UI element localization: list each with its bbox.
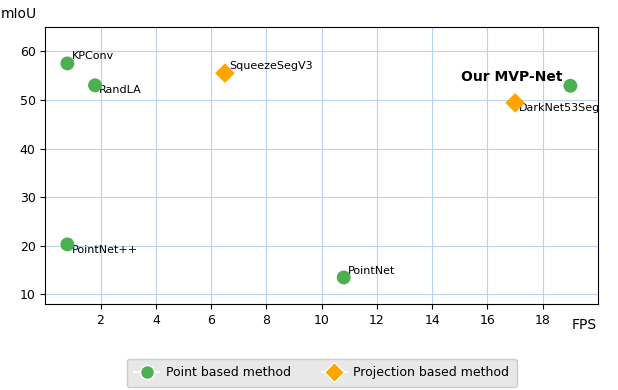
Text: PointNet++: PointNet++ [72, 245, 138, 255]
Text: PointNet: PointNet [348, 266, 396, 275]
Text: SqueezeSegV3: SqueezeSegV3 [229, 61, 313, 71]
Text: KPConv: KPConv [72, 51, 114, 61]
Text: Our MVP-Net: Our MVP-Net [460, 70, 562, 84]
Point [565, 83, 575, 89]
Point [62, 60, 72, 67]
Text: FPS: FPS [572, 318, 597, 332]
Point [220, 70, 230, 76]
Text: RandLA: RandLA [99, 85, 142, 95]
Legend: Point based method, Projection based method: Point based method, Projection based met… [127, 359, 517, 386]
Point [339, 274, 349, 280]
Text: mIoU: mIoU [1, 7, 37, 21]
Text: DarkNet53Seg: DarkNet53Seg [519, 103, 601, 113]
Point [62, 241, 72, 248]
Point [510, 100, 520, 106]
Point [90, 82, 100, 89]
